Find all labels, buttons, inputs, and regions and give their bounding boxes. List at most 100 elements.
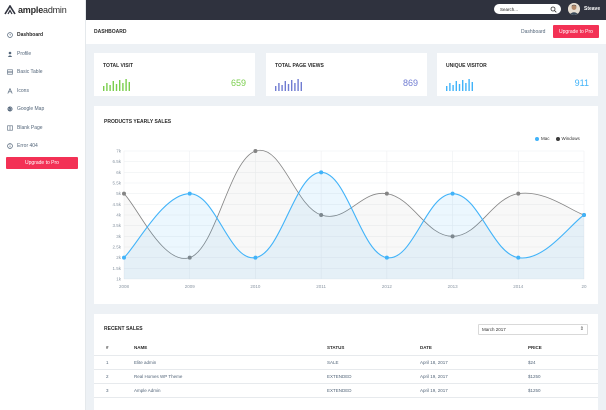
stat-card-total-page-views: TOTAL PAGE VIEWS 869 bbox=[266, 53, 427, 96]
chart-legend: Mac Windows bbox=[535, 136, 580, 141]
series-area-mac bbox=[124, 172, 584, 279]
sparkline-bar bbox=[465, 83, 467, 91]
table-row[interactable]: 3 Ample Admin EXTENDED April 19, 2017 $1… bbox=[94, 383, 598, 398]
sparkline-bar bbox=[278, 83, 280, 91]
stat-card-unique-visitor: UNIQUE VISITOR 911 bbox=[437, 53, 598, 96]
sparkline-bars-icon bbox=[446, 79, 473, 91]
search-input[interactable]: Search... bbox=[494, 4, 561, 14]
y-tick-label: 4k bbox=[116, 213, 122, 218]
sidebar-item-dashboard[interactable]: Dashboard bbox=[0, 26, 85, 45]
sidebar-item-label: Basic Table bbox=[17, 69, 43, 76]
table-row[interactable]: 2 Real Homes WP Theme EXTENDED April 19,… bbox=[94, 369, 598, 384]
search-placeholder: Search... bbox=[500, 6, 519, 12]
data-point-windows bbox=[253, 149, 258, 153]
series-line-mac bbox=[123, 171, 585, 259]
sparkline-bar bbox=[128, 82, 130, 91]
stat-value: 869 bbox=[402, 78, 418, 88]
data-point-mac bbox=[187, 191, 192, 196]
data-point-mac bbox=[253, 255, 258, 260]
columns-icon bbox=[7, 125, 13, 131]
breadcrumb[interactable]: Dashboard bbox=[521, 29, 546, 35]
y-tick-label: 6.5k bbox=[112, 159, 121, 164]
month-select-value: March 2017 bbox=[482, 327, 506, 332]
logo[interactable]: ampleadmin bbox=[0, 0, 85, 20]
sidebar-item-google-map[interactable]: Google Map bbox=[0, 100, 85, 119]
series-line-windows bbox=[123, 149, 585, 259]
topbar: Search... Steave bbox=[86, 0, 606, 20]
sidebar: ampleadmin Dashboard Profile Basic Table… bbox=[0, 0, 86, 410]
x-tick-label: 2012 bbox=[382, 284, 393, 289]
cell-price: $24 bbox=[528, 355, 598, 370]
stat-value: 911 bbox=[574, 78, 589, 88]
chart-title: PRODUCTS YEARLY SALES bbox=[104, 119, 172, 125]
cell-name: Ample Admin bbox=[134, 383, 327, 398]
cell-num: 1 bbox=[94, 355, 134, 370]
stat-title: TOTAL PAGE VIEWS bbox=[275, 63, 324, 69]
sparkline-bar bbox=[112, 81, 114, 91]
logo-text-light: admin bbox=[43, 5, 67, 15]
sidebar-item-label: Icons bbox=[17, 87, 29, 94]
sparkline-bar bbox=[468, 79, 470, 91]
legend-item-mac: Mac bbox=[535, 136, 550, 141]
x-tick-label: 2009 bbox=[185, 284, 196, 289]
sales-title: RECENT SALES bbox=[104, 326, 143, 332]
sales-table: # NAME STATUS DATE PRICE 1 Elite admin S… bbox=[94, 341, 598, 398]
column-header: NAME bbox=[134, 341, 327, 356]
month-select[interactable]: March 2017 ⇕ bbox=[478, 324, 588, 335]
y-tick-label: 5k bbox=[116, 191, 122, 196]
legend-label: Windows bbox=[561, 136, 580, 141]
sidebar-item-blank-page[interactable]: Blank Page bbox=[0, 119, 85, 138]
table-row[interactable]: 1 Elite admin SALE April 18, 2017 $24 bbox=[94, 355, 598, 370]
sparkline-bar bbox=[275, 86, 277, 91]
data-point-windows bbox=[384, 191, 389, 196]
info-circle-icon bbox=[7, 143, 13, 150]
header-upgrade-button[interactable]: Upgrade to Pro bbox=[553, 25, 599, 38]
recent-sales-card: RECENT SALES March 2017 ⇕ # NAME STATUS … bbox=[94, 314, 598, 410]
cell-date: April 18, 2017 bbox=[420, 355, 528, 370]
stat-card-total-visit: TOTAL VISIT 659 bbox=[94, 53, 255, 96]
sidebar-item-basic-table[interactable]: Basic Table bbox=[0, 63, 85, 82]
legend-dot bbox=[535, 136, 539, 141]
avatar[interactable] bbox=[568, 3, 580, 15]
stat-title: TOTAL VISIT bbox=[103, 63, 134, 69]
data-point-windows bbox=[122, 191, 126, 196]
user-name[interactable]: Steave bbox=[584, 6, 601, 12]
sparkline-bar bbox=[291, 80, 293, 91]
y-tick-label: 7k bbox=[116, 149, 122, 154]
sidebar-item-label: Profile bbox=[17, 50, 32, 57]
sparkline-bar bbox=[294, 83, 296, 91]
column-header: PRICE bbox=[528, 341, 598, 356]
legend-dot bbox=[555, 136, 560, 141]
page-header: DASHBOARD Dashboard Upgrade to Pro bbox=[86, 20, 606, 44]
sparkline-bars-icon bbox=[103, 79, 130, 91]
logo-mark-icon bbox=[4, 5, 16, 15]
sparkline-bar bbox=[281, 85, 283, 91]
cell-num: 2 bbox=[94, 369, 134, 384]
sparkline-bar bbox=[297, 79, 299, 91]
y-tick-label: 3.5k bbox=[112, 223, 121, 228]
sparkline-bar bbox=[284, 81, 286, 91]
logo-text: ampleadmin bbox=[18, 5, 67, 15]
sparkline-bar bbox=[115, 84, 118, 91]
sparkline-bar bbox=[300, 82, 302, 91]
sidebar-item-error-404[interactable]: Error 404 bbox=[0, 137, 85, 156]
font-icon bbox=[7, 87, 13, 94]
search-icon[interactable] bbox=[550, 6, 557, 13]
cell-name: Elite admin bbox=[134, 355, 327, 370]
sparkline-bar bbox=[287, 84, 290, 91]
legend-label: Mac bbox=[541, 136, 550, 141]
clock-icon bbox=[7, 32, 13, 39]
logo-text-bold: ample bbox=[18, 5, 44, 15]
sidebar-upgrade-button[interactable]: Upgrade to Pro bbox=[6, 157, 78, 169]
data-point-mac bbox=[384, 255, 389, 260]
table-header-row: # NAME STATUS DATE PRICE bbox=[94, 341, 598, 356]
y-tick-label: 1.5k bbox=[112, 266, 121, 271]
sparkline-bar bbox=[458, 84, 461, 91]
globe-icon bbox=[7, 106, 13, 112]
y-tick-label: 5.5k bbox=[112, 181, 121, 186]
sidebar-item-icons[interactable]: Icons bbox=[0, 82, 85, 101]
cell-num: 3 bbox=[94, 383, 134, 398]
sidebar-item-profile[interactable]: Profile bbox=[0, 45, 85, 64]
cell-date: April 19, 2017 bbox=[420, 369, 528, 384]
x-tick-label: 2008 bbox=[119, 284, 130, 289]
